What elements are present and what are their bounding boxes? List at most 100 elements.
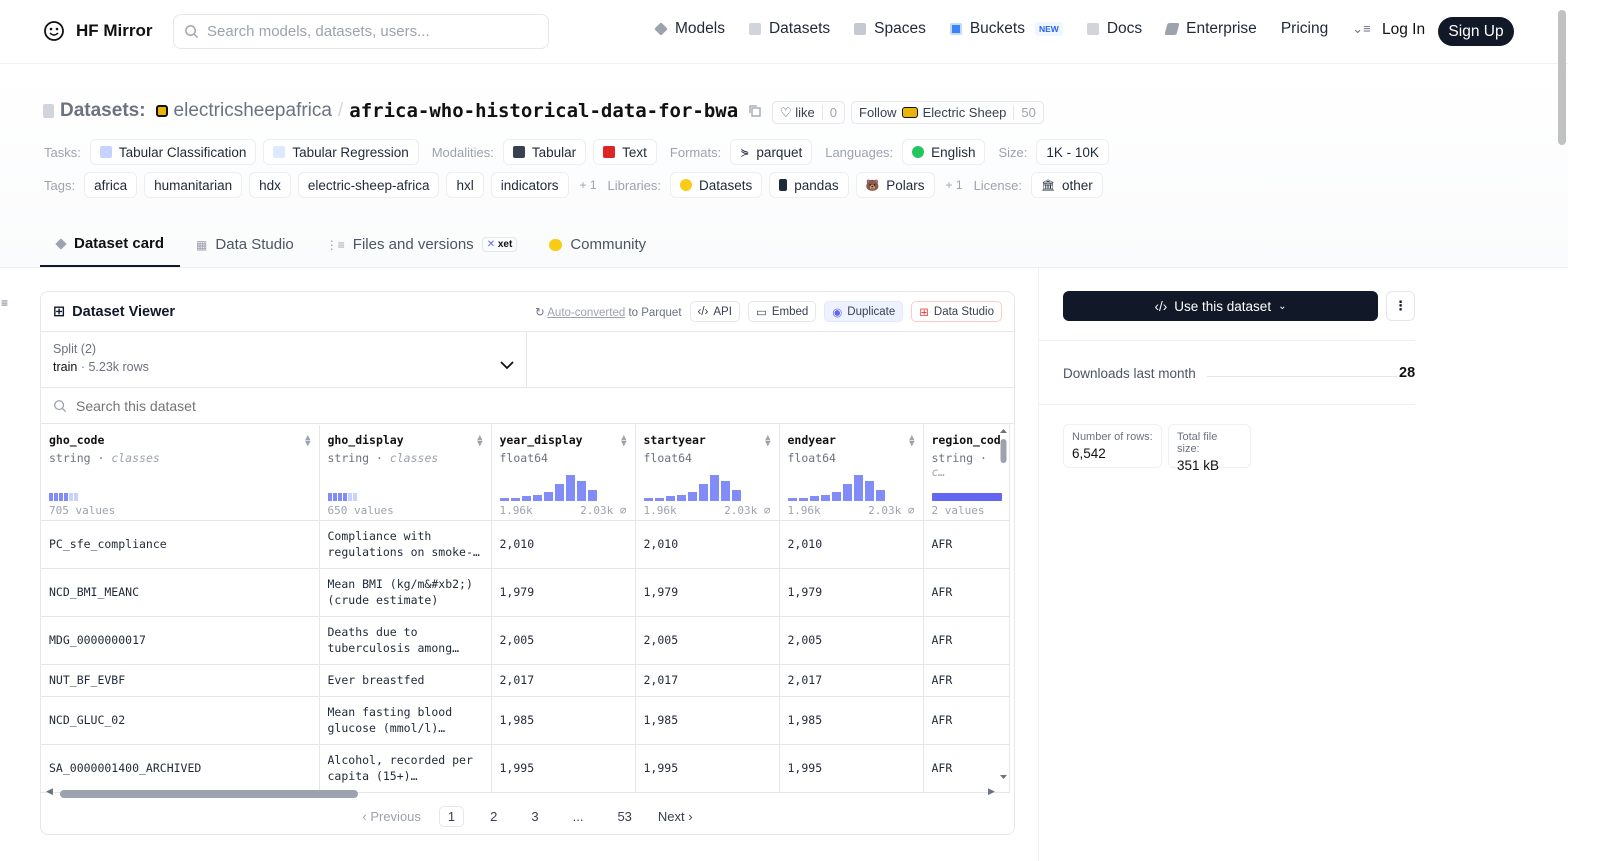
histogram-bar[interactable] [831,491,841,501]
tab-files[interactable]: ⋮≡ Files and versions ✕ xet [310,222,534,267]
table-cell-gho-display[interactable]: Alcohol, recorded per capita (15+)… [319,744,492,793]
table-cell-endyear[interactable]: 2,010 [779,520,924,569]
histogram-bar[interactable] [676,494,686,501]
like-button[interactable]: ♡ like 0 [772,101,846,124]
histogram-bar[interactable] [731,490,741,501]
tab-dataset-card[interactable]: Dataset card [40,222,181,267]
table-row[interactable]: PC_sfe_compliance Compliance with regulat… [41,520,1010,569]
table-cell-gho-code[interactable]: NCD_GLUC_02 [41,696,320,745]
nav-models[interactable]: Models [654,20,725,38]
sidebar-toggle-icon[interactable]: ≡ [1,296,9,310]
repo-name[interactable]: africa-who-historical-data-for-bwa [349,100,739,122]
column-header-gho-code[interactable]: gho_code string · classes ▲ ▼ 705 values [41,425,320,521]
table-cell-year-display[interactable]: 1,979 [491,568,636,617]
global-search[interactable] [173,14,549,49]
nav-enterprise[interactable]: Enterprise [1164,20,1257,38]
login-link[interactable]: Log In [1382,21,1426,38]
histogram-bar[interactable] [499,497,509,501]
tag-chip[interactable]: electric-sheep-africa [297,172,440,198]
vertical-scrollbar[interactable] [999,429,1008,779]
table-cell-endyear[interactable]: 2,005 [779,616,924,665]
histogram-bar[interactable] [521,496,531,501]
histogram-bar[interactable] [543,491,553,501]
column-header-endyear[interactable]: endyear float64 ▲ ▼ 1.96k 2.03k ⌀ [779,425,924,521]
tags-more[interactable]: + 1 [579,178,597,192]
dataset-search[interactable] [41,388,1014,424]
table-row[interactable]: NCD_BMI_MEANC Mean BMI (kg/m&#xb2;) (crud… [41,568,1010,617]
more-options-button[interactable]: ⋮ [1386,291,1415,321]
scroll-left-icon[interactable]: ◀ [46,786,53,796]
scroll-thumb[interactable] [60,790,358,798]
table-cell-region[interactable]: AFR [923,664,1010,697]
table-cell-endyear[interactable]: 1,985 [779,696,924,745]
autoconvert-link[interactable]: Auto-converted [547,306,626,319]
histogram-bar[interactable] [698,484,708,501]
table-cell-gho-code[interactable]: NUT_BF_EVBF [41,664,320,697]
api-button[interactable]: ‹/› API [689,301,740,322]
table-cell-startyear[interactable]: 1,979 [635,568,780,617]
histogram-bar[interactable] [554,484,564,501]
histogram-bar[interactable] [842,484,852,501]
table-cell-region[interactable]: AFR [923,696,1010,745]
table-cell-gho-code[interactable]: PC_sfe_compliance [41,520,320,569]
license-tag[interactable]: 🏛 other [1030,172,1103,198]
prev-page-button[interactable]: ‹ Previous [362,809,421,824]
libraries-more[interactable]: + 1 [945,178,963,192]
tag-chip[interactable]: hxl [446,172,484,198]
histogram-bar[interactable] [576,481,586,501]
table-cell-startyear[interactable]: 1,985 [635,696,780,745]
page-2-button[interactable]: 2 [490,809,498,824]
tag-chip[interactable]: indicators [490,172,569,198]
histogram-bar[interactable] [864,481,874,501]
class-distribution-bar[interactable] [327,492,357,501]
column-header-year-display[interactable]: year_display float64 ▲ ▼ 1.96k 2.03k ⌀ [491,425,636,521]
task-tag[interactable]: Tabular Regression [263,139,419,165]
histogram-bar[interactable] [532,494,542,501]
tag-chip[interactable]: africa [84,172,138,198]
table-cell-startyear[interactable]: 2,010 [635,520,780,569]
follow-button[interactable]: Follow Electric Sheep 50 [851,101,1044,124]
tab-community[interactable]: Community [533,222,662,267]
table-cell-gho-display[interactable]: Mean fasting blood glucose (mmol/l)… [319,696,492,745]
tag-chip[interactable]: humanitarian [144,172,243,198]
library-tag[interactable]: pandas [769,172,849,198]
histogram-bar[interactable] [510,497,520,501]
table-cell-gho-code[interactable]: NCD_BMI_MEANC [41,568,320,617]
library-tag[interactable]: Datasets [670,172,763,198]
dataset-search-input[interactable] [76,397,476,414]
size-tag[interactable]: 1K - 10K [1036,139,1109,165]
histogram-bar[interactable] [643,497,653,501]
table-row[interactable]: NUT_BF_EVBF Ever breastfed 2,017 2,017 2,017… [41,664,1010,697]
signup-button[interactable]: Sign Up [1438,17,1514,46]
page-scroll-thumb[interactable] [1558,10,1566,145]
histogram-bar[interactable] [875,490,885,501]
format-tag[interactable]: ⋟ parquet [730,139,813,165]
nav-pricing[interactable]: Pricing [1281,20,1328,38]
sort-icon[interactable]: ▲ ▼ [305,433,311,449]
tag-chip[interactable]: hdx [249,172,291,198]
table-cell-endyear[interactable]: 1,979 [779,568,924,617]
histogram-bar[interactable] [709,475,719,501]
brand-logo[interactable]: HF Mirror [42,19,153,43]
table-row[interactable]: NCD_GLUC_02 Mean fasting blood glucose (m… [41,696,1010,745]
table-cell-gho-display[interactable]: Ever breastfed [319,664,492,697]
page-scrollbar[interactable] [1556,0,1568,861]
split-dropdown[interactable]: Split (2) train · 5.23k rows [41,332,527,387]
histogram-bar[interactable] [687,491,697,501]
table-cell-gho-display[interactable]: Deaths due to tuberculosis among… [319,616,492,665]
table-cell-year-display[interactable]: 1,985 [491,696,636,745]
library-tag[interactable]: 🐻 Polars [855,172,935,198]
embed-button[interactable]: ▭ Embed [747,301,817,322]
language-tag[interactable]: English [902,139,986,165]
task-tag[interactable]: Tabular Classification [89,139,257,165]
nav-docs[interactable]: Docs [1086,20,1142,38]
modality-tag[interactable]: Text [593,139,657,165]
histogram-bar[interactable] [665,496,675,501]
nav-spaces[interactable]: Spaces [854,20,926,38]
histogram-bar[interactable] [654,497,664,501]
nav-datasets[interactable]: Datasets [748,20,830,38]
table-row[interactable]: MDG_0000000017 Deaths due to tuberculosis… [41,616,1010,665]
scroll-right-icon[interactable]: ▶ [988,786,995,796]
use-dataset-button[interactable]: ‹/› Use this dataset ⌄ [1063,291,1378,321]
column-header-gho-display[interactable]: gho_display string · classes ▲ ▼ 650 values [319,425,492,521]
